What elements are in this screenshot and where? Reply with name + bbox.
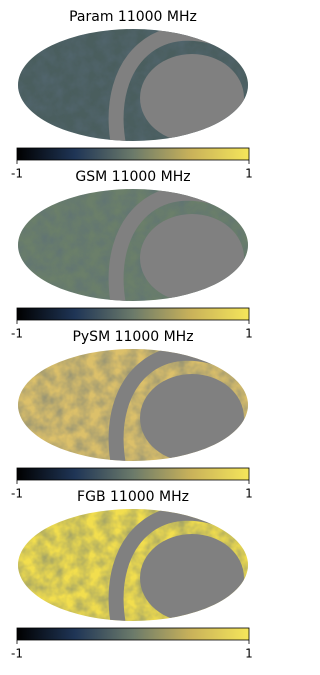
sky-map — [18, 509, 248, 621]
colorbar-tick-label: -1 — [11, 647, 23, 661]
panel-title: Param 11000 MHz — [69, 9, 197, 25]
map-panel: GSM 11000 MHz -1 1 — [11, 169, 253, 341]
colorbar-tick-label: -1 — [11, 327, 23, 341]
panel-title: PySM 11000 MHz — [72, 329, 193, 345]
mask-region — [140, 534, 244, 621]
colorbar — [16, 147, 250, 161]
panel-title: FGB 11000 MHz — [77, 489, 189, 505]
map-panel: FGB 11000 MHz -1 1 — [11, 489, 253, 661]
colorbar-tick-label: -1 — [11, 167, 23, 181]
colorbar — [16, 627, 250, 641]
colorbar — [16, 307, 250, 321]
colorbar-tick-label: -1 — [11, 487, 23, 501]
colorbar-tick-label: 1 — [245, 487, 253, 501]
map-panel: Param 11000 MHz -1 1 — [11, 9, 253, 181]
sky-map — [18, 349, 248, 461]
sky-map — [18, 29, 248, 141]
mask-region — [140, 54, 244, 141]
sky-map — [18, 189, 248, 301]
mask-region — [140, 214, 244, 301]
colorbar-tick-label: 1 — [245, 647, 253, 661]
colorbar-tick-label: 1 — [245, 327, 253, 341]
colorbar — [16, 467, 250, 481]
colorbar-tick-label: 1 — [245, 167, 253, 181]
map-panel: PySM 11000 MHz -1 1 — [11, 329, 253, 501]
panel-title: GSM 11000 MHz — [75, 169, 190, 185]
mask-region — [140, 374, 244, 461]
